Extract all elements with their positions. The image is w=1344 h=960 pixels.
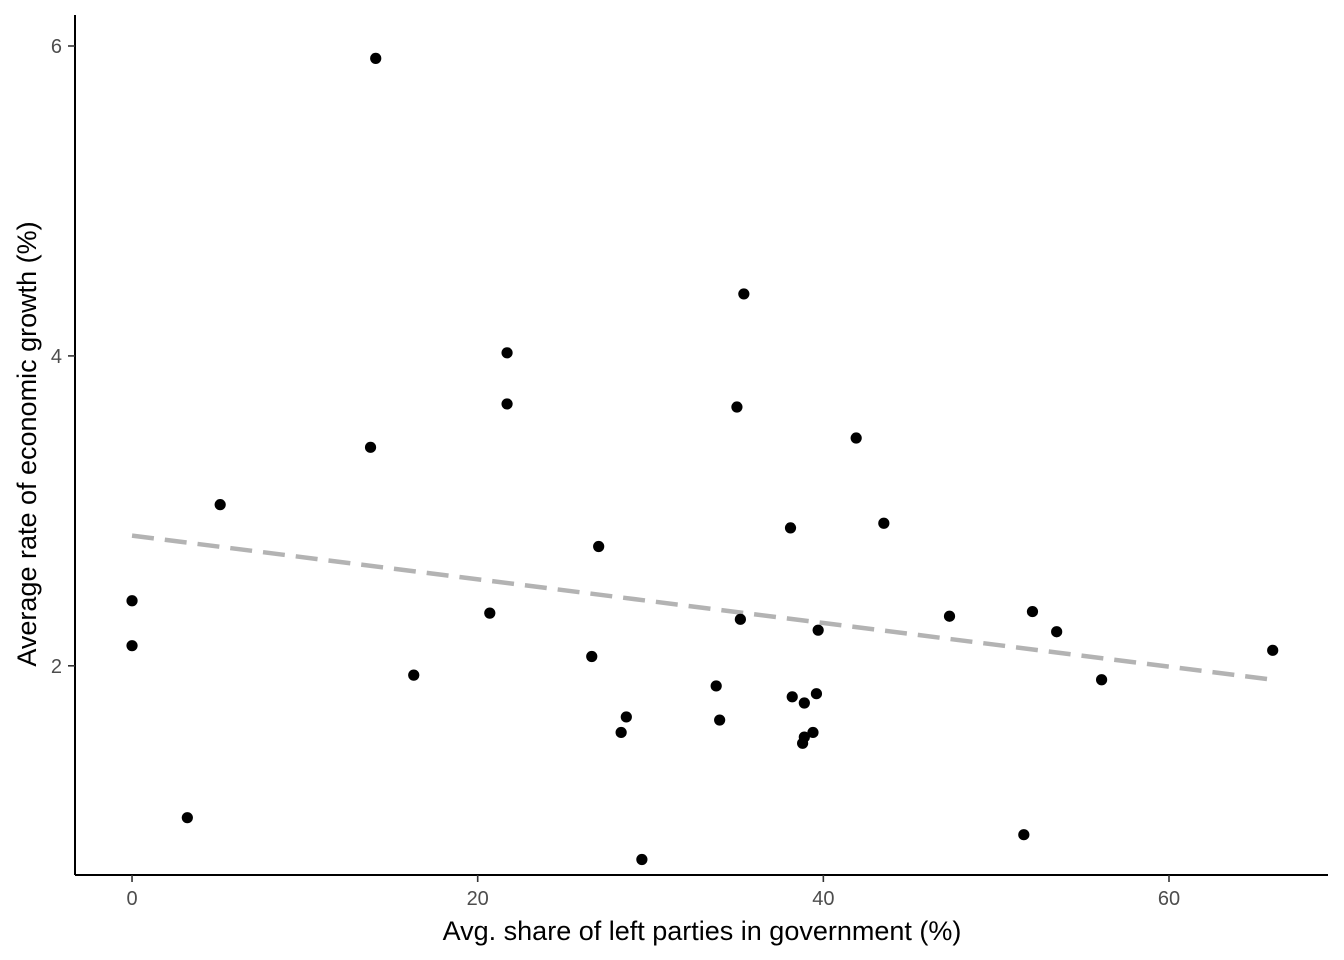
x-tick-label: 60 (1158, 888, 1180, 910)
data-point (1051, 626, 1063, 638)
data-point (850, 432, 862, 444)
data-point (501, 347, 513, 359)
data-point (484, 607, 496, 619)
data-point (943, 610, 956, 622)
x-axis-title: Avg. share of left parties in government… (443, 916, 962, 946)
y-tick-label: 6 (51, 36, 62, 58)
data-point (1018, 829, 1030, 841)
data-point (878, 517, 890, 529)
data-point (1026, 605, 1039, 618)
data-point (636, 853, 648, 866)
trend-layer (131, 533, 1273, 682)
x-tick-label: 40 (812, 888, 834, 910)
y-axis-title: Average rate of economic growth (%) (12, 221, 42, 666)
data-point (370, 52, 382, 64)
data-point (812, 624, 824, 636)
data-point (786, 691, 798, 703)
data-point (501, 398, 513, 410)
data-point (620, 711, 632, 723)
data-point (181, 812, 193, 824)
data-point (798, 731, 810, 743)
points-layer (126, 52, 1279, 866)
data-point (731, 401, 743, 413)
data-point (126, 595, 138, 607)
data-point (615, 726, 627, 739)
x-tick-label: 20 (467, 888, 489, 910)
data-point (734, 613, 746, 625)
data-point (593, 540, 605, 553)
data-point (586, 650, 598, 663)
data-point (784, 522, 797, 534)
data-point (408, 669, 420, 681)
data-point (798, 697, 810, 709)
data-point (126, 640, 138, 652)
data-point (810, 688, 823, 700)
data-point (714, 714, 726, 726)
trend-line (131, 533, 1273, 682)
y-tick-label: 4 (51, 346, 62, 368)
data-point (1267, 644, 1279, 656)
axes-layer: 0 20 40 60 2 4 6 (51, 15, 1328, 910)
data-point (710, 680, 722, 692)
data-point (364, 441, 377, 453)
data-point (1095, 674, 1108, 686)
data-point (214, 499, 226, 511)
x-tick-label: 0 (126, 888, 137, 910)
data-point (807, 726, 819, 739)
data-point (738, 288, 750, 300)
y-tick-label: 2 (51, 656, 62, 678)
